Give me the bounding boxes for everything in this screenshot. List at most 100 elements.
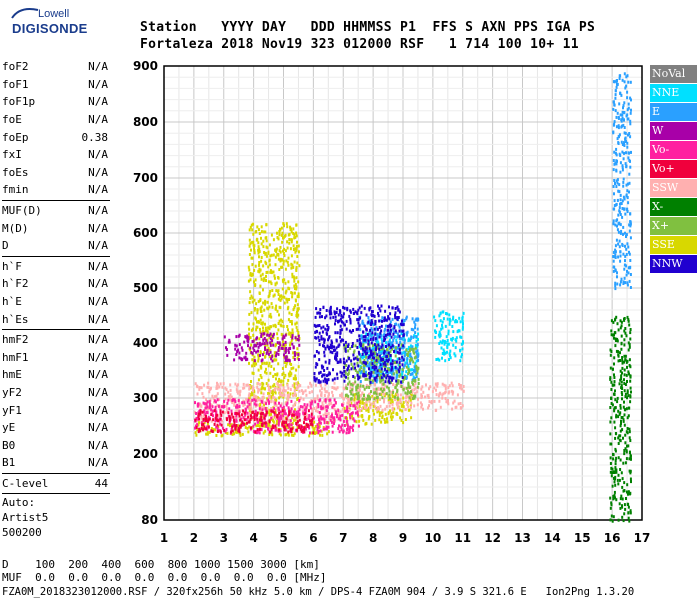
echo-point	[246, 426, 249, 430]
param-row: h`F2 N/A	[2, 275, 110, 293]
echo-point	[269, 389, 272, 393]
echo-point	[280, 324, 283, 328]
x-tick-label: 8	[369, 531, 377, 545]
echo-point	[383, 319, 386, 323]
echo-point	[324, 316, 327, 320]
echo-point	[196, 385, 199, 389]
echo-point	[336, 415, 338, 419]
echo-point	[282, 222, 285, 226]
echo-point	[416, 369, 419, 373]
echo-point	[376, 346, 379, 350]
echo-point	[357, 327, 360, 331]
echo-point	[365, 397, 368, 401]
echo-point	[368, 367, 370, 371]
echo-point	[251, 352, 254, 356]
echo-point	[286, 383, 289, 387]
echo-point	[314, 315, 317, 319]
echo-point	[318, 339, 321, 342]
echo-point	[617, 242, 620, 246]
echo-point	[256, 225, 259, 229]
echo-point	[361, 344, 364, 348]
echo-point	[405, 348, 408, 352]
echo-point	[404, 408, 407, 411]
echo-point	[249, 336, 252, 340]
echo-point	[299, 405, 302, 409]
echo-point	[292, 356, 295, 359]
echo-point	[397, 406, 400, 410]
echo-point	[327, 395, 330, 399]
echo-point	[324, 413, 327, 417]
echo-point	[275, 377, 277, 381]
echo-point	[349, 309, 352, 313]
echo-point	[251, 263, 254, 267]
echo-point	[414, 326, 416, 330]
echo-point	[628, 457, 631, 461]
echo-point	[341, 395, 343, 399]
echo-point	[227, 398, 230, 402]
echo-point	[394, 313, 396, 317]
echo-point	[619, 506, 622, 510]
echo-point	[384, 309, 387, 313]
echo-point	[245, 397, 248, 401]
echo-point	[401, 367, 404, 371]
echo-point	[285, 420, 288, 424]
echo-point	[435, 324, 438, 328]
echo-point	[367, 417, 370, 421]
echo-point	[310, 415, 313, 418]
echo-point	[277, 346, 280, 350]
echo-point	[287, 233, 290, 237]
echo-point	[401, 319, 403, 323]
echo-point	[383, 339, 386, 342]
echo-point	[399, 408, 402, 412]
echo-point	[295, 266, 298, 269]
echo-point	[245, 335, 248, 339]
echo-point	[444, 351, 447, 355]
echo-point	[282, 236, 285, 240]
echo-point	[266, 397, 269, 401]
separator	[2, 199, 110, 201]
echo-point	[394, 354, 397, 358]
echo-point	[242, 404, 245, 408]
echo-point	[256, 382, 259, 385]
echo-point	[387, 324, 389, 328]
echo-point	[629, 439, 632, 442]
echo-point	[295, 285, 298, 289]
file-info: FZA0M_2018323012000.RSF / 320fx256h 50 k…	[2, 586, 635, 598]
echo-point	[292, 377, 295, 381]
echo-point	[319, 433, 321, 437]
echo-point	[328, 358, 331, 362]
echo-point	[378, 397, 381, 401]
echo-point	[364, 349, 367, 353]
echo-point	[243, 411, 246, 415]
echo-point	[626, 189, 629, 193]
echo-point	[314, 397, 317, 401]
echo-point	[233, 418, 235, 422]
echo-point	[279, 343, 282, 347]
echo-point	[262, 424, 265, 428]
echo-point	[251, 426, 254, 429]
echo-point	[395, 392, 398, 396]
param-name: B1	[2, 456, 16, 470]
echo-point	[210, 410, 213, 414]
echo-point	[320, 407, 323, 411]
echo-point	[434, 329, 436, 333]
echo-point	[274, 411, 277, 415]
echo-point	[621, 356, 624, 359]
x-tick-label: 13	[514, 531, 531, 545]
echo-point	[389, 370, 392, 374]
echo-point	[279, 228, 282, 232]
header-labels: Station YYYY DAY DDD HHMMSS P1 FFS S AXN…	[140, 20, 596, 35]
echo-point	[279, 245, 282, 249]
echo-point	[271, 334, 274, 338]
echo-point	[622, 252, 625, 256]
echo-point	[197, 414, 200, 418]
echo-point	[324, 380, 327, 384]
echo-point	[342, 321, 345, 325]
echo-point	[368, 386, 371, 389]
echo-point	[219, 382, 222, 386]
echo-point	[614, 250, 617, 254]
echo-point	[320, 387, 323, 391]
echo-point	[330, 346, 333, 350]
echo-point	[441, 396, 444, 400]
echo-point	[295, 416, 298, 420]
